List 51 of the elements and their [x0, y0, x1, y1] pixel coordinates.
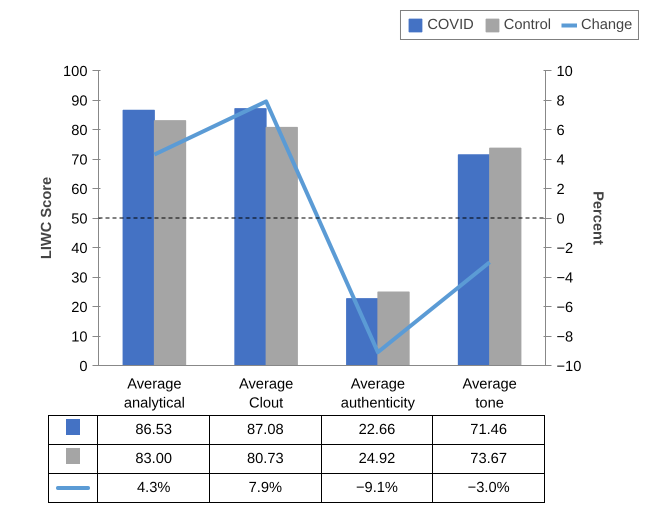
- legend-label: Control: [504, 17, 551, 33]
- data-label: 73.67: [432, 444, 544, 474]
- x-tick-label: Average authenticity: [340, 376, 416, 412]
- bar: [266, 126, 298, 366]
- y2-tick-label: −2: [556, 241, 574, 257]
- line-series: [152, 99, 492, 354]
- y2-tick-label: −8: [556, 330, 574, 346]
- data-label: 80.73: [210, 444, 322, 474]
- y-tick-label: 70: [71, 152, 88, 168]
- data-label: 86.53: [98, 416, 210, 444]
- x-tick-label: Average Clout: [238, 376, 294, 412]
- y-tick-label: 100: [63, 64, 88, 80]
- y2-tick-label: −4: [556, 270, 574, 286]
- y-tick-label: 10: [71, 330, 88, 346]
- y-tick-label: 30: [71, 270, 88, 286]
- data-label: 4.3%: [98, 474, 210, 502]
- bar: [458, 154, 490, 366]
- y2-tick-label: 10: [556, 64, 573, 80]
- y2-tick-label: 0: [556, 212, 565, 228]
- y2-tick-label: 8: [556, 94, 565, 110]
- y2-tick-label: −6: [556, 300, 574, 316]
- legend-label: Change: [580, 17, 632, 33]
- y-tick-label: 40: [71, 241, 88, 257]
- data-label: 24.92: [321, 444, 433, 474]
- y2-tick-label: 2: [556, 182, 565, 198]
- y-tick-label: 90: [71, 94, 88, 110]
- y-tick-label: 60: [71, 182, 88, 198]
- y2-tick-label: −10: [556, 359, 582, 375]
- bar: [234, 108, 267, 366]
- y-axis-title: LIWC Score: [39, 176, 56, 260]
- x-tick-label: Average tone: [462, 376, 517, 412]
- y-tick-label: 20: [71, 300, 88, 316]
- y2-tick-label: 4: [556, 152, 565, 168]
- bar: [122, 110, 155, 366]
- data-label: 7.9%: [210, 474, 322, 502]
- y2-tick-label: 6: [556, 123, 565, 139]
- data-label: 71.46: [432, 416, 544, 444]
- bar: [489, 148, 522, 366]
- legend-label: COVID: [427, 17, 474, 33]
- data-label: 87.08: [210, 416, 322, 444]
- y-tick-label: 0: [79, 359, 88, 375]
- bar: [377, 291, 410, 366]
- bar: [154, 120, 186, 366]
- data-label: 22.66: [321, 416, 433, 444]
- data-label: 83.00: [98, 444, 210, 474]
- x-tick-label: Average analytical: [124, 376, 185, 412]
- y2-axis-title: Percent: [589, 191, 606, 245]
- y-tick-label: 50: [71, 212, 88, 228]
- data-label: −9.1%: [321, 474, 433, 502]
- y-tick-label: 80: [71, 123, 88, 139]
- data-label: −3.0%: [432, 474, 544, 502]
